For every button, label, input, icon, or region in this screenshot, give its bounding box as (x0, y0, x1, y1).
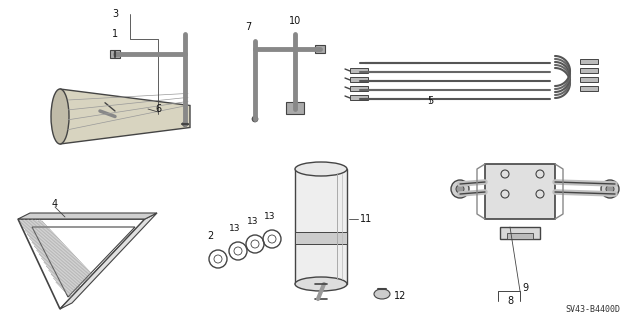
Circle shape (606, 185, 614, 193)
Ellipse shape (295, 162, 347, 176)
Bar (350, 95, 368, 100)
Text: 10: 10 (289, 16, 301, 26)
Circle shape (252, 116, 258, 122)
Text: 13: 13 (247, 217, 259, 226)
Text: 13: 13 (264, 212, 276, 221)
Circle shape (601, 180, 619, 198)
Bar (110, 50, 120, 58)
Bar (315, 45, 325, 53)
Bar (580, 59, 598, 64)
Ellipse shape (295, 277, 347, 291)
Ellipse shape (51, 89, 69, 144)
Bar (485, 164, 555, 219)
Polygon shape (18, 213, 157, 219)
Text: 11: 11 (360, 214, 372, 224)
Text: 4: 4 (52, 199, 58, 209)
Text: 9: 9 (522, 283, 528, 293)
Text: 1: 1 (112, 29, 118, 39)
Ellipse shape (374, 289, 390, 299)
Bar (350, 86, 368, 91)
Text: 5: 5 (427, 96, 433, 106)
Bar (295, 169, 347, 284)
Bar (580, 68, 598, 73)
Bar (350, 68, 368, 73)
Bar (580, 86, 598, 91)
Text: 6: 6 (155, 104, 161, 114)
Bar (500, 227, 540, 239)
Bar (350, 77, 368, 82)
Circle shape (451, 180, 469, 198)
Polygon shape (60, 213, 157, 309)
Polygon shape (60, 89, 190, 144)
Bar (507, 233, 533, 239)
Text: 7: 7 (245, 22, 251, 32)
Text: SV43-B4400D: SV43-B4400D (565, 305, 620, 314)
Text: 3: 3 (112, 9, 118, 19)
Circle shape (182, 122, 188, 127)
Text: 2: 2 (207, 231, 213, 241)
Text: 8: 8 (507, 296, 513, 306)
Text: 13: 13 (229, 224, 241, 233)
Text: 12: 12 (394, 291, 406, 301)
Bar (295, 232, 347, 244)
Bar (580, 77, 598, 82)
Circle shape (456, 185, 464, 193)
Bar (286, 102, 304, 114)
